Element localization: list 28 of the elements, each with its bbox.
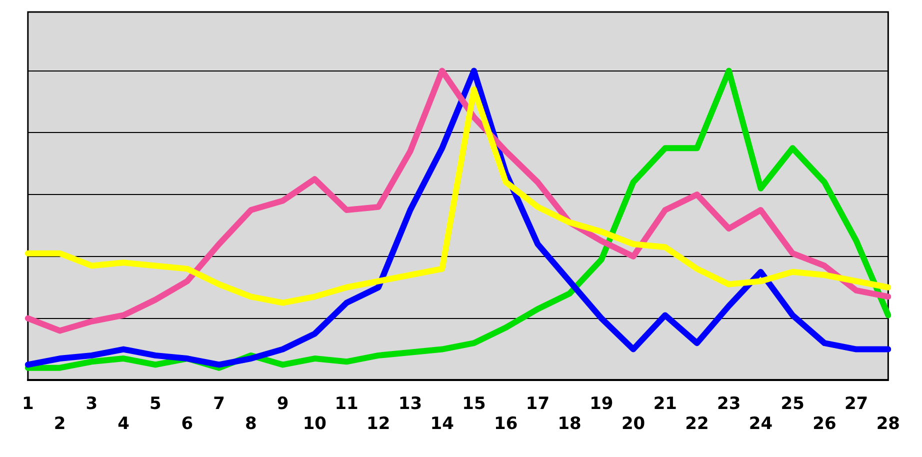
x-tick-label: 24 [748,414,773,434]
x-tick-label: 12 [366,414,390,434]
x-tick-label: 17 [526,394,550,414]
x-tick-label: 25 [780,394,804,414]
x-tick-label: 22 [685,414,709,434]
x-tick-label: 3 [86,394,98,414]
x-tick-label: 8 [245,414,257,434]
x-tick-label: 16 [494,414,518,434]
x-tick-label: 18 [558,414,582,434]
x-tick-label: 11 [334,394,358,414]
x-tick-label: 20 [621,414,646,434]
x-tick-label: 19 [590,394,614,414]
x-tick-label: 21 [653,394,677,414]
x-tick-label: 14 [430,414,454,434]
x-tick-label: 5 [149,394,162,414]
x-tick-label: 23 [717,394,741,414]
x-tick-label: 27 [844,394,868,414]
x-tick-label: 1 [22,394,34,414]
x-tick-label: 2 [54,414,66,434]
x-tick-label: 28 [876,414,900,434]
x-tick-label: 7 [213,394,226,414]
x-tick-label: 13 [398,394,422,414]
x-tick-label: 4 [118,414,130,434]
x-tick-label: 15 [462,394,486,414]
x-tick-label: 9 [276,394,289,414]
x-tick-label: 10 [302,414,327,434]
x-tick-label: 6 [181,414,194,434]
x-tick-label: 26 [812,414,836,434]
